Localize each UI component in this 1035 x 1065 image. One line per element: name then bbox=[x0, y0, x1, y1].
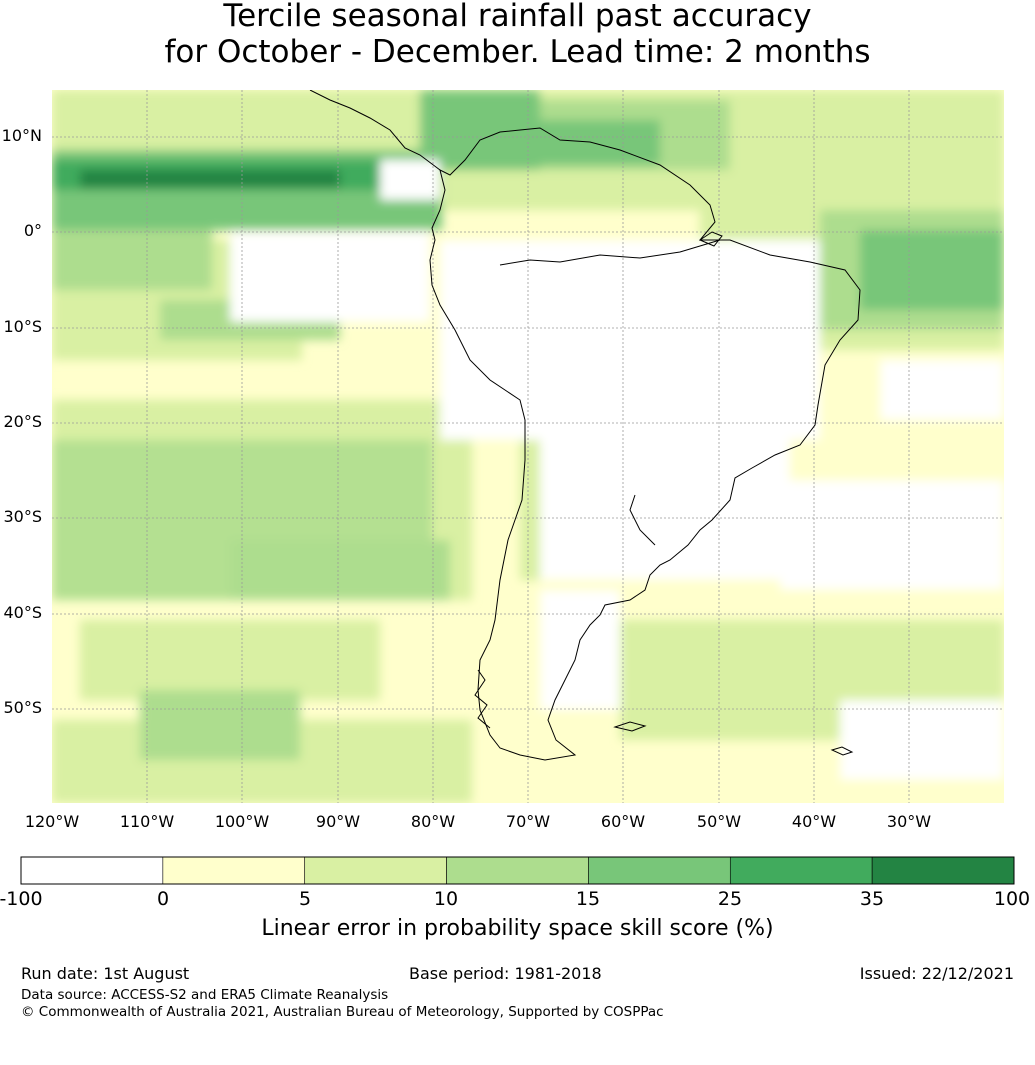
map-title-line1: Tercile seasonal rainfall past accuracy bbox=[223, 0, 812, 34]
rio-de-la-plata bbox=[629, 494, 656, 546]
lat-label-30s: 30°S bbox=[3, 507, 42, 526]
colorbar-segment-6 bbox=[871, 856, 1015, 885]
lat-label-10n: 10°N bbox=[1, 126, 42, 145]
lon-label-90w: 90°W bbox=[315, 812, 361, 831]
colorbar-segment-0 bbox=[20, 856, 164, 885]
colorbar-segment-1 bbox=[162, 856, 306, 885]
lat-label-10s: 10°S bbox=[3, 317, 42, 336]
colorbar-tick-0: 0 bbox=[156, 888, 170, 910]
amazon-river bbox=[499, 239, 721, 266]
lon-label-120w: 120°W bbox=[24, 812, 80, 831]
skill-field bbox=[52, 90, 1004, 803]
lon-label-80w: 80°W bbox=[410, 812, 456, 831]
marajo-island bbox=[698, 231, 723, 247]
lon-label-50w: 50°W bbox=[696, 812, 742, 831]
lon-label-60w: 60°W bbox=[600, 812, 646, 831]
graticule bbox=[52, 90, 1004, 803]
lon-label-100w: 100°W bbox=[214, 812, 270, 831]
colorbar-segment-2 bbox=[304, 856, 447, 885]
colorbar-frame bbox=[20, 856, 1015, 885]
colorbar-tick-100: 100 bbox=[993, 888, 1031, 910]
lat-label-0: 0° bbox=[23, 221, 42, 240]
colorbar-segment-5 bbox=[729, 856, 873, 885]
colorbar-tick-35: 35 bbox=[859, 888, 885, 910]
lat-label-20s: 20°S bbox=[3, 412, 42, 431]
issued-date: Issued: 22/12/2021 bbox=[859, 964, 1014, 983]
colorbar-label: Linear error in probability space skill … bbox=[261, 916, 774, 941]
lon-label-70w: 70°W bbox=[505, 812, 551, 831]
colorbar-segment-3 bbox=[446, 856, 589, 885]
colorbar-segment-4 bbox=[588, 856, 731, 885]
data-source: Data source: ACCESS-S2 and ERA5 Climate … bbox=[21, 987, 389, 1003]
chile-fjords bbox=[474, 669, 491, 729]
south-georgia bbox=[830, 746, 854, 756]
lon-label-40w: 40°W bbox=[791, 812, 837, 831]
lon-label-110w: 110°W bbox=[119, 812, 175, 831]
colorbar bbox=[20, 856, 1015, 885]
colorbar-tick-5: 5 bbox=[298, 888, 312, 910]
colorbar-tick-25: 25 bbox=[717, 888, 743, 910]
lon-label-30w: 30°W bbox=[886, 812, 932, 831]
lat-label-40s: 40°S bbox=[3, 603, 42, 622]
run-date: Run date: 1st August bbox=[21, 964, 190, 983]
falkland-islands bbox=[613, 721, 647, 732]
colorbar-tick-15: 15 bbox=[575, 888, 601, 910]
copyright: © Commonwealth of Australia 2021, Austra… bbox=[21, 1004, 664, 1020]
map-title-line2: for October - December. Lead time: 2 mon… bbox=[164, 34, 871, 70]
south-america-coast bbox=[429, 127, 861, 761]
central-america-coast bbox=[309, 90, 441, 171]
coastline bbox=[309, 90, 861, 761]
lat-label-50s: 50°S bbox=[3, 698, 42, 717]
base-period: Base period: 1981-2018 bbox=[409, 964, 602, 983]
colorbar-tick-10: 10 bbox=[433, 888, 459, 910]
colorbar-tick-minus100: -100 bbox=[0, 888, 43, 910]
